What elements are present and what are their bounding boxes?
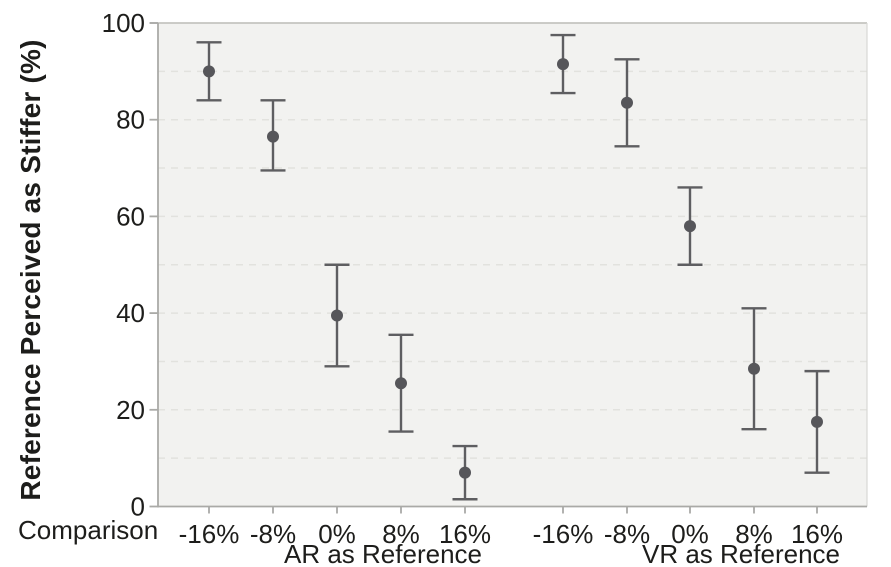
x-tick-label: 16% (439, 519, 491, 549)
x-tick-label: 8% (735, 519, 773, 549)
y-tick-label: 40 (116, 298, 145, 328)
group-label: VR as Reference (642, 539, 840, 567)
data-point-dot (557, 58, 569, 71)
data-point-dot (621, 96, 633, 109)
data-point-dot (684, 220, 696, 233)
x-tick-label: 16% (791, 519, 843, 549)
y-tick-label: 100 (102, 8, 145, 38)
x-tick-label: -16% (179, 519, 240, 549)
x-tick-label: -8% (250, 519, 296, 549)
group-label: AR as Reference (284, 539, 482, 567)
data-point-dot (459, 466, 471, 479)
data-point-dot (331, 309, 343, 322)
x-tick-label: -16% (533, 519, 594, 549)
data-point-dot (203, 65, 215, 78)
x-tick-label: 0% (318, 519, 356, 549)
x-axis-title: Comparison (18, 515, 159, 545)
data-point-dot (395, 377, 407, 390)
x-tick-label: 0% (671, 519, 709, 549)
y-tick-label: 60 (116, 201, 145, 231)
data-point-dot (267, 130, 279, 143)
x-tick-label: 8% (382, 519, 420, 549)
data-point-dot (748, 362, 760, 375)
y-tick-label: 20 (116, 395, 145, 425)
y-tick-label: 80 (116, 105, 145, 135)
x-tick-label: -8% (604, 519, 650, 549)
y-tick-label: 0 (131, 492, 145, 522)
data-point-dot (811, 415, 823, 428)
